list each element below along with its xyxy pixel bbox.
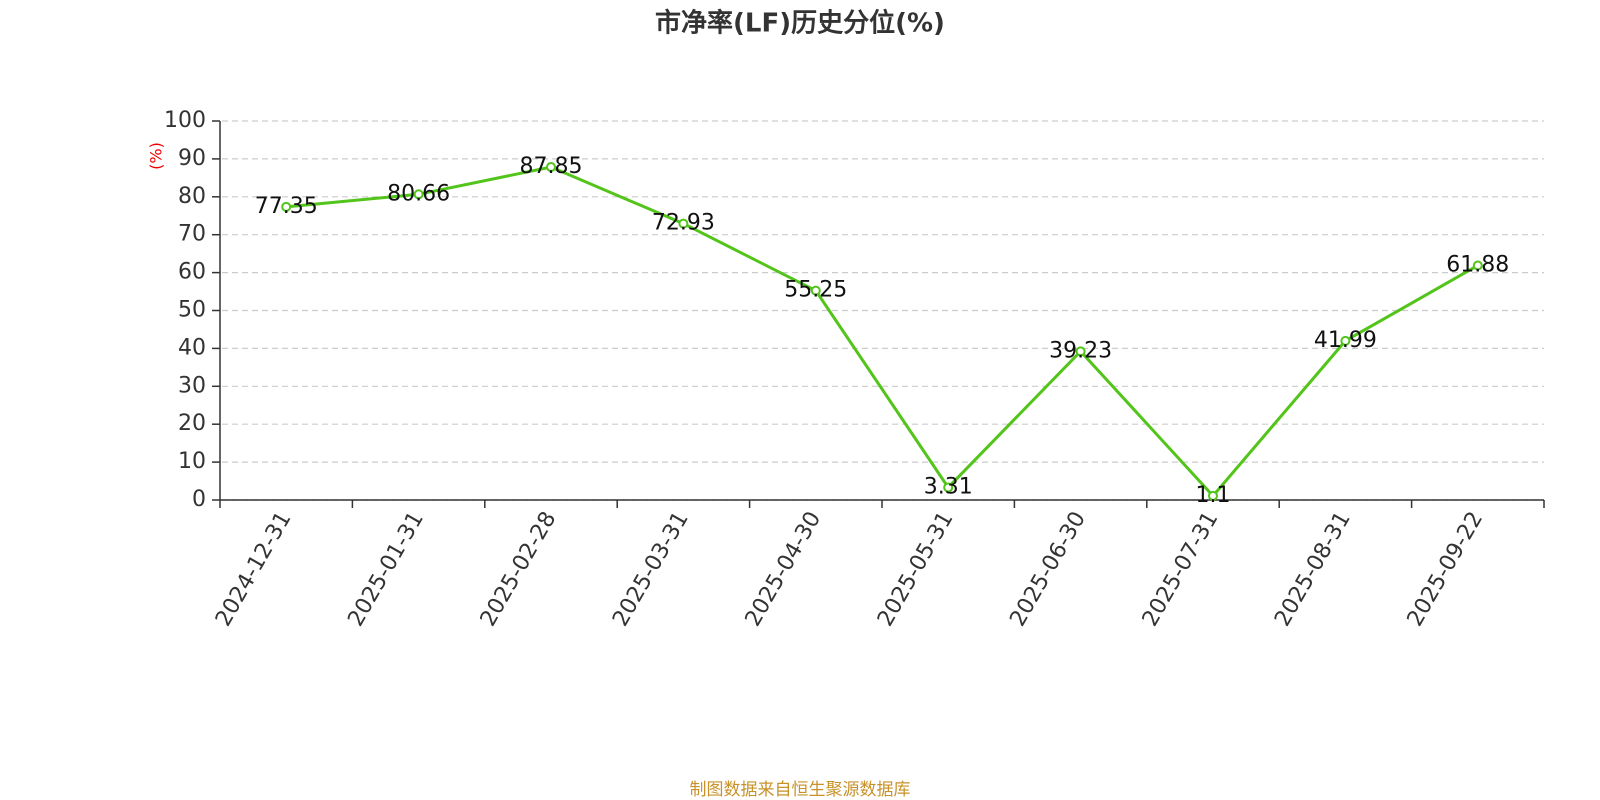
x-tick-label: 2025-04-30 [741, 508, 827, 631]
y-tick-label: 20 [178, 411, 206, 436]
point [1208, 490, 1218, 501]
value-label: 61.88 [1446, 252, 1509, 277]
value-label: 39.23 [1049, 338, 1112, 363]
point [1472, 260, 1483, 271]
value-label: 41.99 [1314, 328, 1377, 353]
point [1340, 335, 1351, 346]
x-tick-label: 2025-06-30 [1005, 508, 1091, 631]
point [546, 162, 556, 173]
point [1075, 346, 1086, 357]
value-label: 77.35 [255, 194, 318, 219]
value-label: 3.31 [924, 474, 973, 499]
source-note: 制图数据来自恒生聚源数据库 [690, 780, 911, 800]
y-tick-label: 90 [178, 146, 206, 171]
x-tick-label: 2025-07-31 [1138, 508, 1224, 631]
x-tick-label: 2025-08-31 [1270, 508, 1356, 631]
y-tick-label: 10 [178, 449, 206, 474]
value-label: 55.25 [784, 278, 847, 303]
value-label: 1.1 [1196, 483, 1231, 508]
value-label: 80.66 [387, 181, 450, 206]
line [286, 165, 1479, 499]
y-tick-label: 60 [178, 260, 206, 285]
point [413, 189, 424, 200]
x-tick-label: 2025-02-28 [476, 508, 562, 631]
x-tick-label: 2025-03-31 [608, 508, 694, 631]
chart-title: 市净率(LF)历史分位(%) [655, 8, 945, 39]
y-tick-label: 80 [178, 184, 206, 209]
y-tick-label: 30 [178, 373, 206, 398]
x-tick-label: 2025-09-22 [1403, 508, 1489, 631]
x-tick-label: 2025-01-31 [343, 507, 429, 630]
y-tick-label: 70 [178, 222, 206, 247]
point [810, 285, 821, 296]
value-label: 72.93 [652, 211, 715, 236]
point [281, 201, 292, 212]
y-tick-label: 0 [192, 487, 206, 512]
y-tick-label: 100 [164, 108, 206, 133]
x-tick-label: 2025-05-31 [873, 507, 959, 630]
y-axis-label: (%) [147, 142, 166, 170]
point [678, 218, 689, 229]
y-tick-label: 50 [178, 298, 206, 323]
value-label: 87.85 [520, 154, 583, 179]
x-tick-label: 2024-12-31 [211, 508, 297, 631]
point [943, 482, 954, 493]
y-tick-label: 40 [178, 335, 206, 360]
